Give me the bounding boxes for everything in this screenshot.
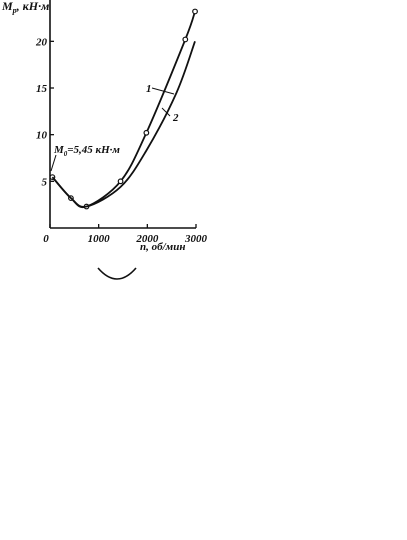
- x-axis-label: n, об/мин: [140, 241, 185, 253]
- series-1-point: [143, 129, 150, 136]
- annotation-leader-line: [50, 154, 57, 172]
- y-tick-label: 20: [35, 36, 48, 48]
- x-tick-label: 1000: [88, 233, 111, 245]
- series-1-point: [192, 8, 198, 15]
- y-tick-label: 15: [36, 83, 48, 95]
- series-layer: [49, 8, 198, 210]
- series-2-label-leader: [161, 107, 171, 117]
- series-2-line: [51, 40, 196, 208]
- x-ticks: 0 1000 2000 3000: [43, 224, 208, 245]
- y-axis-label: Mp, кН·м: [1, 0, 49, 15]
- y-ticks: 5 10 15 20: [35, 36, 54, 188]
- series-1-point: [182, 36, 189, 43]
- x-tick-label: 2000: [135, 233, 159, 245]
- y-tick-label: 5: [42, 176, 48, 188]
- series-2-label: 2: [172, 112, 179, 124]
- y-tick-label: 10: [36, 130, 48, 142]
- series-1-label: 1: [146, 83, 152, 95]
- series-1-point: [117, 178, 124, 185]
- x-tick-label: 3000: [184, 233, 208, 245]
- series-1-label-leader: [151, 87, 175, 95]
- annotation-label: M0=5,45 кН·м: [53, 144, 120, 158]
- series-1-line: [51, 11, 196, 209]
- arc-mark: [97, 267, 137, 280]
- x-tick-label: 0: [43, 233, 49, 245]
